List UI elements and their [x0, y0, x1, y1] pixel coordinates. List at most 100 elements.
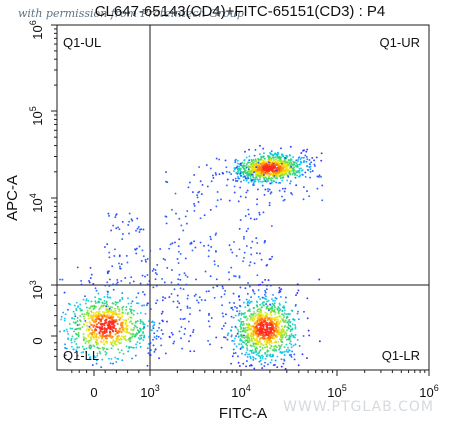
point-2556 — [233, 240, 235, 243]
point-2495 — [77, 305, 80, 308]
point-2760 — [203, 214, 206, 217]
point-2714 — [114, 216, 117, 219]
point-2215 — [139, 320, 142, 323]
point-2735 — [187, 186, 190, 189]
point-2768 — [171, 242, 174, 245]
point-742 — [252, 164, 254, 167]
point-2465 — [75, 328, 78, 331]
point-1871 — [103, 343, 106, 346]
point-2456 — [105, 308, 107, 311]
point-2721 — [118, 254, 121, 257]
point-2521 — [210, 317, 213, 319]
point-1949 — [129, 340, 132, 343]
point-2505 — [155, 273, 158, 276]
point-1639 — [231, 306, 234, 309]
point-1605 — [266, 346, 269, 349]
point-1726 — [259, 323, 262, 326]
point-2597 — [230, 315, 233, 318]
point-2628 — [152, 338, 154, 341]
point-1901 — [139, 334, 142, 337]
point-710 — [264, 160, 267, 163]
point-2375 — [128, 321, 131, 324]
point-1047 — [286, 321, 289, 324]
point-1863 — [90, 305, 92, 308]
point-1720 — [264, 295, 267, 298]
point-291 — [295, 165, 298, 168]
point-473 — [288, 170, 291, 173]
point-1061 — [252, 344, 255, 347]
point-1358 — [261, 306, 264, 308]
point-1663 — [271, 302, 274, 305]
point-1420 — [233, 340, 235, 342]
point-329 — [279, 147, 282, 150]
point-1983 — [94, 296, 97, 299]
point-2221 — [95, 311, 98, 313]
point-2525 — [186, 305, 189, 308]
point-1450 — [259, 298, 262, 301]
point-2662 — [204, 270, 207, 273]
point-1113 — [256, 310, 259, 313]
point-2831 — [216, 191, 219, 193]
point-871 — [289, 313, 291, 315]
point-1294 — [248, 310, 251, 313]
point-445 — [224, 159, 227, 162]
point-2084 — [76, 316, 79, 319]
point-1895 — [158, 357, 160, 360]
point-1825 — [97, 321, 100, 324]
point-705 — [299, 158, 302, 160]
point-475 — [226, 178, 229, 181]
point-2880 — [246, 189, 249, 192]
point-2529 — [153, 350, 156, 353]
point-2665 — [128, 232, 131, 235]
point-1725 — [254, 349, 257, 352]
point-1575 — [232, 352, 235, 355]
point-2243 — [149, 308, 152, 311]
point-2356 — [106, 342, 108, 344]
point-748 — [255, 171, 258, 174]
point-2468 — [93, 314, 96, 317]
point-987 — [250, 296, 253, 299]
point-2379 — [138, 342, 141, 345]
point-531 — [246, 171, 249, 174]
point-1155 — [252, 352, 255, 355]
point-2318 — [125, 308, 128, 311]
point-1185 — [293, 319, 296, 321]
point-2197 — [75, 349, 78, 352]
point-2843 — [253, 154, 256, 157]
point-1761 — [245, 347, 248, 350]
point-539 — [277, 152, 280, 155]
point-2746 — [207, 244, 210, 247]
point-2914 — [245, 191, 248, 194]
point-1668 — [278, 331, 281, 334]
point-2382 — [112, 311, 115, 314]
point-2237 — [85, 306, 88, 309]
point-534 — [300, 161, 303, 164]
point-2888 — [256, 203, 258, 206]
point-1445 — [286, 329, 288, 332]
point-848 — [256, 168, 260, 171]
point-2646 — [153, 332, 156, 335]
point-1576 — [248, 315, 251, 317]
x-tick-label-4: 106 — [419, 383, 438, 400]
point-2661 — [204, 299, 207, 302]
point-2452 — [75, 333, 78, 336]
point-2058 — [81, 326, 84, 329]
point-2348 — [74, 338, 77, 341]
point-1678 — [296, 312, 299, 315]
point-835 — [243, 167, 246, 170]
point-2610 — [154, 271, 157, 274]
point-2762 — [164, 215, 167, 218]
point-2744 — [188, 181, 191, 184]
point-1508 — [270, 314, 273, 317]
point-2028 — [99, 329, 102, 332]
point-1738 — [279, 334, 282, 337]
point-417 — [281, 179, 284, 182]
point-1204 — [244, 316, 247, 319]
point-765 — [248, 155, 251, 158]
point-2499 — [78, 346, 81, 349]
point-26 — [289, 180, 292, 183]
point-1308 — [245, 298, 248, 301]
point-2023 — [135, 296, 138, 299]
top-watermark: with permission from Proteintech Group — [18, 7, 244, 20]
point-1893 — [118, 351, 121, 354]
